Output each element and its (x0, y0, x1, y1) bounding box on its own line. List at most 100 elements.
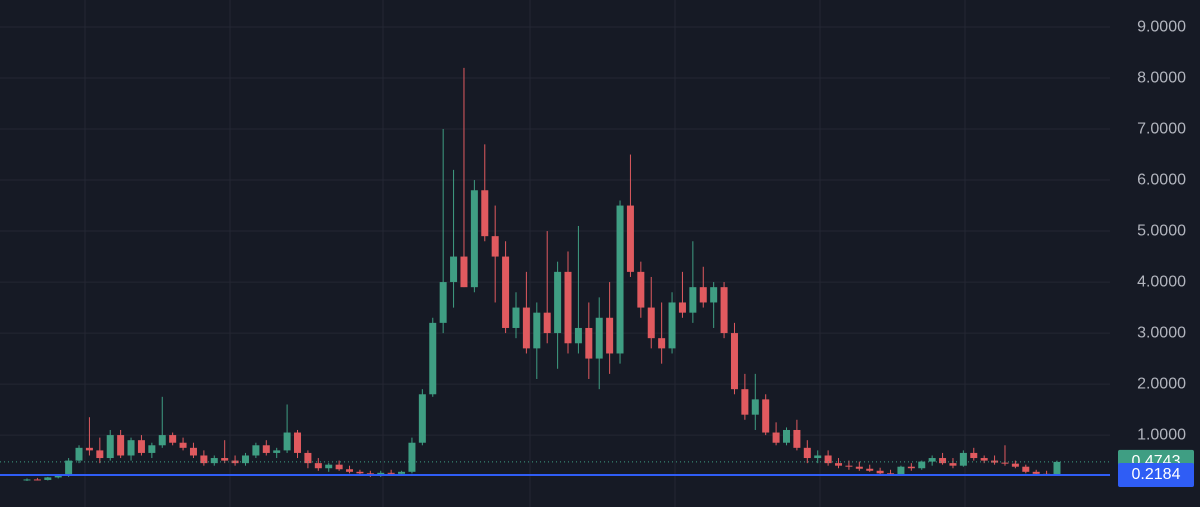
candle-body (835, 463, 843, 466)
candle-body (356, 471, 364, 474)
candle-body (554, 271, 562, 334)
y-tick-label: 4.0000 (1137, 273, 1186, 290)
candle-body (408, 442, 416, 472)
y-tick-label: 9.0000 (1137, 18, 1186, 35)
candle-body (928, 458, 936, 462)
candle-body (262, 445, 270, 453)
candle-body (845, 465, 853, 467)
candle-body (533, 312, 541, 349)
candle-body (85, 447, 93, 451)
candle-body (65, 460, 73, 476)
candle-body (741, 389, 749, 415)
candle-body (616, 205, 624, 354)
candle-body (231, 460, 239, 464)
candle-body (158, 435, 166, 446)
candle-body (335, 464, 343, 470)
level-box (1118, 462, 1194, 487)
candle-body (148, 445, 156, 453)
candle-body (803, 447, 811, 459)
candle-body (710, 287, 718, 303)
candle-body (117, 435, 125, 456)
candle-body (949, 463, 957, 466)
candle-body (897, 466, 905, 475)
candle-body (678, 302, 686, 313)
candle-body (325, 464, 333, 469)
candle-body (96, 450, 104, 459)
candle-body (606, 317, 614, 354)
candle-body (491, 236, 499, 257)
candle-body (221, 458, 229, 461)
candle-body (855, 466, 863, 469)
candle-body (824, 455, 832, 464)
y-tick-label: 1.0000 (1137, 426, 1186, 443)
candle-body (564, 271, 572, 344)
candle-body (730, 333, 738, 390)
candle-body (304, 452, 312, 464)
candle-body (44, 477, 52, 480)
candle-body (1001, 462, 1009, 464)
candle-body (876, 470, 884, 474)
candle-body (294, 432, 302, 453)
candle-body (252, 445, 260, 456)
candle-body (200, 455, 208, 464)
candle-body (1053, 461, 1061, 475)
level-label: 0.2184 (1132, 466, 1181, 483)
candle-body (106, 435, 114, 459)
candle-body (481, 190, 489, 237)
candle-body (782, 429, 790, 443)
candle-body (127, 440, 135, 456)
candle-body (772, 432, 780, 443)
candle-body (512, 307, 520, 328)
candle-body (387, 472, 395, 474)
candle-body (970, 452, 978, 459)
candle-body (398, 471, 406, 474)
candle-body (429, 322, 437, 395)
y-tick-label: 6.0000 (1137, 171, 1186, 188)
candle-body (189, 447, 197, 456)
y-tick-label: 5.0000 (1137, 222, 1186, 239)
candle-body (439, 282, 447, 323)
candle-body (273, 450, 281, 453)
candle-body (470, 190, 478, 288)
candle-body (543, 312, 551, 334)
candle-body (699, 287, 707, 303)
candle-body (23, 479, 31, 481)
candle-body (346, 469, 354, 472)
candle-body (574, 327, 582, 344)
candle-body (626, 205, 634, 272)
y-tick-label: 3.0000 (1137, 324, 1186, 341)
candle-body (959, 452, 967, 466)
y-tick-label: 7.0000 (1137, 120, 1186, 137)
candle-body (689, 287, 697, 313)
candle-body (751, 399, 759, 415)
candle-body (980, 458, 988, 461)
candle-body (918, 461, 926, 469)
y-tick-label: 2.0000 (1137, 375, 1186, 392)
candle-body (720, 287, 728, 334)
candle-body (33, 479, 41, 481)
candle-body (907, 466, 915, 469)
candle-body (283, 432, 291, 451)
candle-body (939, 458, 947, 464)
candle-body (418, 394, 426, 443)
candle-body (450, 256, 458, 283)
candle-body (1032, 471, 1040, 474)
candle-body (585, 327, 593, 359)
candle-body (637, 271, 645, 308)
candle-body (814, 455, 822, 459)
candle-body (866, 468, 874, 471)
candle-body (595, 317, 603, 359)
candle-body (137, 440, 145, 453)
candle-body (502, 256, 510, 328)
candle-body (793, 429, 801, 448)
candle-body (210, 458, 218, 464)
candle-body (991, 460, 999, 463)
candle-body (75, 447, 83, 461)
y-tick-label: 8.0000 (1137, 69, 1186, 86)
candle-body (762, 399, 770, 433)
candle-body (241, 455, 249, 464)
candle-body (647, 307, 655, 339)
vertical-grid (84, 0, 966, 507)
